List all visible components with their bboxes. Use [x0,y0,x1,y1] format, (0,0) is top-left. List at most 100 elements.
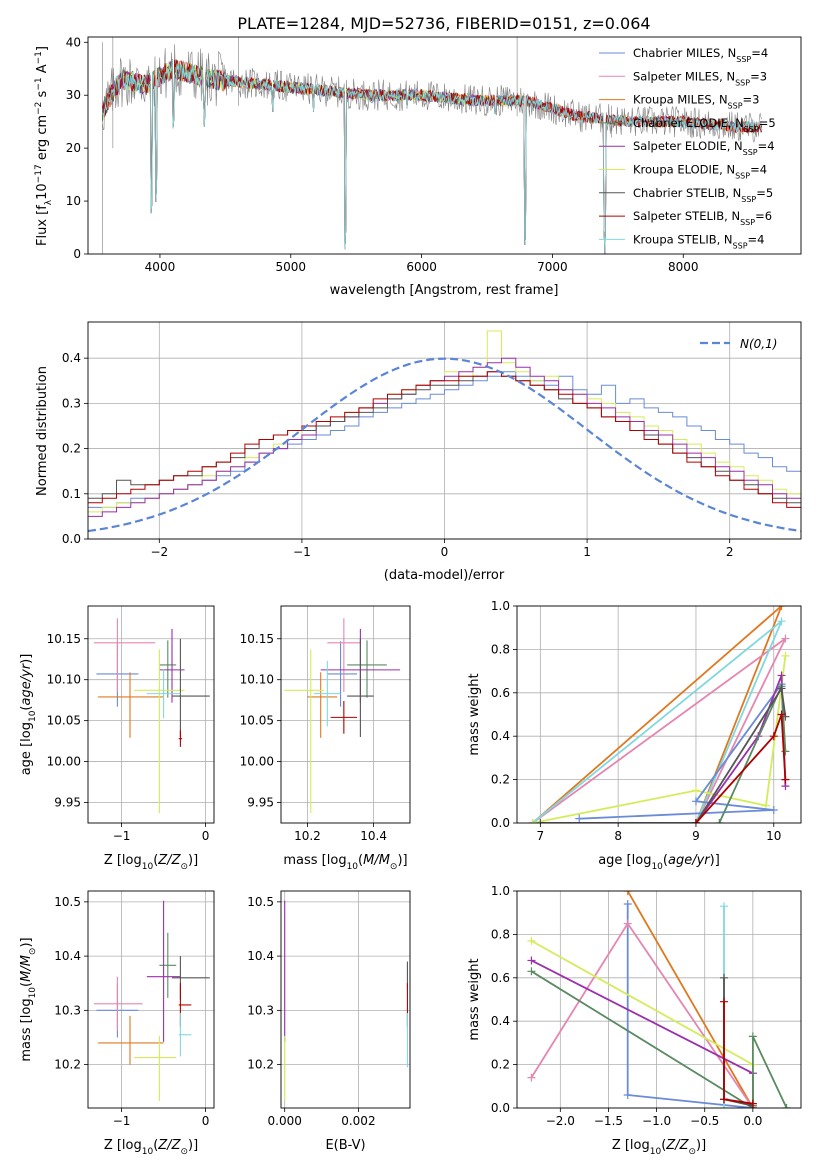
weight-marker-chabrier_elodie [715,819,724,823]
x-axis-label: age [log10(age/yr)] [598,853,720,872]
weight-marker-kroupa_stelib [719,902,728,911]
weight-marker-salpeter_stelib [748,1099,757,1108]
legend-name: Kroupa MILES, N [633,93,728,107]
label-part: Z/Z [157,1138,181,1153]
weight-marker-kroupa_stelib [719,1104,728,1108]
weight-marker-kroupa_miles [777,606,786,610]
weight-marker-salpeter_stelib [719,1095,728,1104]
y-tick-label: 10.3 [54,1003,81,1017]
label-part: Z/Z [157,853,181,868]
x-tick-label: 0.002 [341,1114,375,1128]
ticks: −1 0 10.2 10.3 10.4 10.5 [54,895,209,1128]
ticks: −2 −1 0 1 2 0.0 0.1 0.2 0.3 0.4 [62,351,734,559]
legend-count: =5 [756,186,773,200]
y-label-part: −17 [34,164,44,183]
label-part: ⊙ [180,1147,188,1157]
x-tick-label: 0 [202,829,210,843]
plot-area [527,891,791,1108]
y-label-part: Flux [f [35,205,50,246]
legend-sub: SSP [735,78,750,87]
legend-sub: SSP [744,124,759,133]
weight-marker-salpeter_elodie [777,671,786,680]
x-tick-label: −1 [113,1114,131,1128]
label-part: ⊙ [688,1147,696,1157]
label-part: 10 [347,862,359,872]
label-part: ( [153,853,158,868]
legend-name: Kroupa STELIB, N [633,232,733,246]
x-tick-label: 0 [441,545,449,559]
y-tick-label: 0.2 [62,442,81,456]
legend-sub: SSP [743,148,758,157]
weight-marker-salpeter_stelib [691,819,700,823]
legend-count: =3 [750,69,767,83]
age-vs-mass-panel: 10.2 10.4 9.95 10.00 10.05 10.10 10.15 mass [lo… [240,605,411,872]
weight-marker-salpeter_miles [781,634,790,643]
label-part: Z/Z [665,1138,689,1153]
y-tick-label: 0.2 [491,1058,510,1072]
weight-marker-chabrier_elodie [781,747,790,756]
x-tick-label: −2.0 [546,1114,575,1128]
plot-area [93,900,210,1101]
y-label-part: −2 [34,102,44,115]
x-tick-label: 6000 [406,260,437,274]
y-tick-label: 1.0 [491,599,510,613]
x-axis-label: Z [log10(Z/Z⊙)] [104,853,198,872]
label-part: mass [log [283,853,346,868]
ticks: 10.2 10.4 9.95 10.00 10.05 10.10 10.15 [240,632,387,843]
label-part: ( [19,982,34,987]
weight-marker-chabrier_stelib [536,819,545,823]
y-label-part: A [35,64,50,77]
weight-marker-kroupa_miles [623,891,632,895]
x-axis-label: E(B-V) [325,1138,365,1153]
legend-count: =5 [759,116,776,130]
mass-vs-ebv-panel: 0.000 0.002 10.2 10.3 10.4 10.5 E(B-V) [247,890,411,1153]
x-tick-label: −1 [293,545,311,559]
label-part: )] [188,1138,198,1153]
y-tick-label: 0.1 [62,487,81,501]
y-tick-label: 0.4 [491,1014,510,1028]
y-tick-label: 0.6 [491,686,510,700]
x-tick-label: −1.5 [594,1114,623,1128]
legend-label-normal: N(0,1) [740,337,777,351]
label-part: ( [663,853,668,868]
y-tick-label: 10.15 [240,632,274,646]
x-tick-label: 2 [726,545,734,559]
weight-marker-chabrier_stelib [777,684,786,693]
y-label-part: −1 [34,77,44,90]
y-label-part: erg cm [35,115,50,164]
x-tick-label: −1.0 [642,1114,671,1128]
axes-frame [280,605,411,824]
weight-line-salpeter_elodie [530,959,754,1108]
label-part: age/yr [19,662,34,705]
weight-marker-chabrier_miles [623,900,632,909]
y-tick-label: 0.0 [62,532,81,546]
weight-marker-salpeter_miles [527,1073,536,1082]
legend-name: Salpeter STELIB, N [633,209,740,223]
weight-marker-kroupa_elodie [528,819,537,823]
y-tick-label: 30 [66,88,81,102]
label-part: M/M [363,853,390,868]
x-tick-label: 9 [692,829,700,843]
y-tick-label: 10.10 [47,673,81,687]
legend-count: =3 [743,93,760,107]
ticks: 4000 5000 6000 7000 8000 0 10 20 30 40 [66,35,699,274]
y-tick-label: 10.10 [240,673,274,687]
y-tick-label: 0.2 [491,773,510,787]
y-axis-label: age [log10(age/yr)] [19,654,38,776]
y-tick-label: 10.4 [54,949,81,963]
x-tick-label: −2 [150,545,168,559]
legend-count: =6 [755,209,772,223]
weight-marker-salpeter_stelib [719,997,728,1006]
label-part: ( [661,1138,666,1153]
label-part: 10 [28,710,38,722]
weight-marker-salpeter_stelib [777,710,786,719]
legend-name: Chabrier MILES, N [633,46,736,60]
weight-marker-salpeter_stelib [781,775,790,784]
weight-line-chabrier_miles [579,683,783,820]
weight-line-salpeter_stelib [695,714,787,823]
plot-area [102,37,763,254]
y-label-part: −1 [34,51,44,64]
legend-count: =4 [751,46,768,60]
x-tick-label: 7000 [537,260,568,274]
